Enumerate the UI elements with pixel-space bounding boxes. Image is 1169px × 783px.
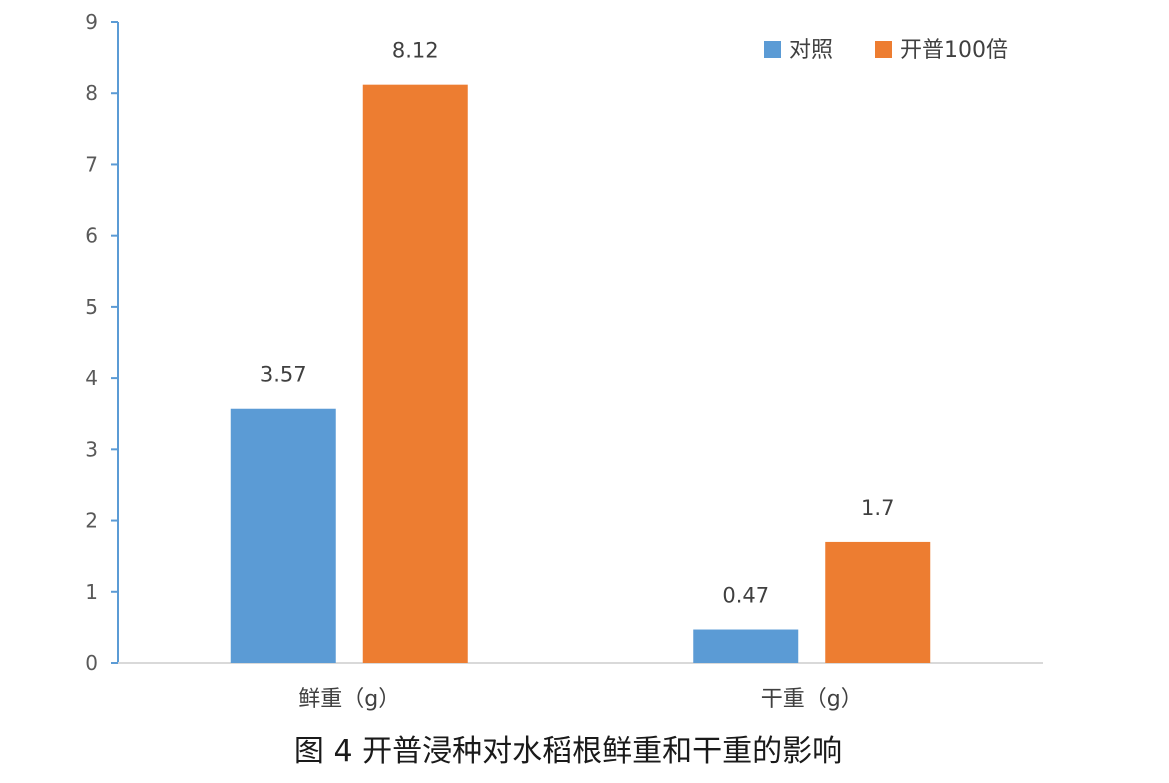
y-tick-label: 9 [85, 10, 98, 34]
bars [230, 84, 931, 664]
data-labels: 3.57 8.12 0.47 1.7 [260, 39, 895, 608]
x-category-label: 干重（g） [761, 687, 863, 712]
bar-value-label: 8.12 [392, 39, 439, 63]
legend-label: 开普100倍 [900, 38, 1008, 63]
bar-value-label: 1.7 [861, 496, 894, 520]
y-tick-label: 3 [85, 437, 98, 461]
bar-treatment [362, 84, 468, 664]
y-tick-label: 8 [85, 81, 98, 105]
y-tick-label: 1 [85, 580, 98, 604]
y-tick-label: 5 [85, 295, 98, 319]
y-tick-label: 6 [85, 224, 98, 248]
legend: 对照 开普100倍 [764, 38, 1008, 63]
y-tick-label: 7 [85, 152, 98, 176]
x-axis: 鲜重（g） 干重（g） [118, 662, 1043, 712]
bar-treatment [825, 541, 931, 663]
y-tick-label: 4 [85, 366, 98, 390]
legend-swatch [875, 41, 892, 58]
y-tick-label: 2 [85, 509, 98, 533]
bar-control [693, 629, 799, 663]
bar-value-label: 3.57 [260, 363, 307, 387]
bar-control [230, 408, 336, 663]
legend-label: 对照 [789, 38, 833, 63]
y-axis: 0 1 2 3 4 5 6 7 8 9 [85, 10, 119, 675]
x-category-label: 鲜重（g） [298, 687, 400, 712]
figure-caption: 图 4 开普浸种对水稻根鲜重和干重的影响 [294, 734, 842, 769]
y-tick-label: 0 [85, 651, 98, 675]
legend-swatch [764, 41, 781, 58]
bar-value-label: 0.47 [722, 584, 769, 608]
